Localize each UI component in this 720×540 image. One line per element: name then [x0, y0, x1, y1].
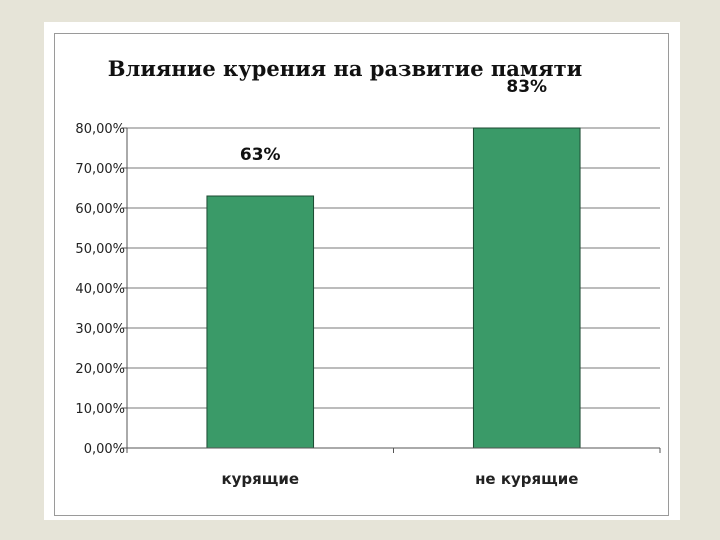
chart-frame: Влияние курения на развитие памяти 0,00%…	[54, 33, 669, 516]
bar-chart: Влияние курения на развитие памяти 0,00%…	[75, 56, 661, 488]
x-category-label: не курящие	[475, 470, 578, 488]
y-tick-labels: 0,00% 10,00% 20,00% 30,00% 40,00% 50,00% 60,00…	[75, 122, 125, 457]
y-tick-label: 40,00%	[75, 282, 125, 297]
data-label: 83%	[506, 77, 547, 97]
data-labels: 63% 83%	[240, 77, 547, 165]
y-tick-label: 30,00%	[75, 322, 125, 337]
data-label: 63%	[240, 145, 281, 165]
x-category-labels: курящие не курящие	[221, 470, 578, 488]
slide-background: Влияние курения на развитие памяти 0,00%…	[44, 22, 680, 520]
y-tick-label: 50,00%	[75, 242, 125, 257]
y-tick-label: 0,00%	[84, 442, 125, 457]
x-category-label: курящие	[221, 470, 299, 488]
y-tick-label: 60,00%	[75, 202, 125, 217]
y-tick-label: 70,00%	[75, 162, 125, 177]
bar-0	[206, 195, 315, 449]
bar-1	[472, 127, 581, 449]
chart-title: Влияние курения на развитие памяти	[108, 56, 582, 81]
axes	[126, 128, 661, 453]
y-tick-label: 20,00%	[75, 362, 125, 377]
y-tick-label: 10,00%	[75, 402, 125, 417]
bars	[206, 127, 581, 449]
y-tick-label: 80,00%	[75, 122, 125, 137]
